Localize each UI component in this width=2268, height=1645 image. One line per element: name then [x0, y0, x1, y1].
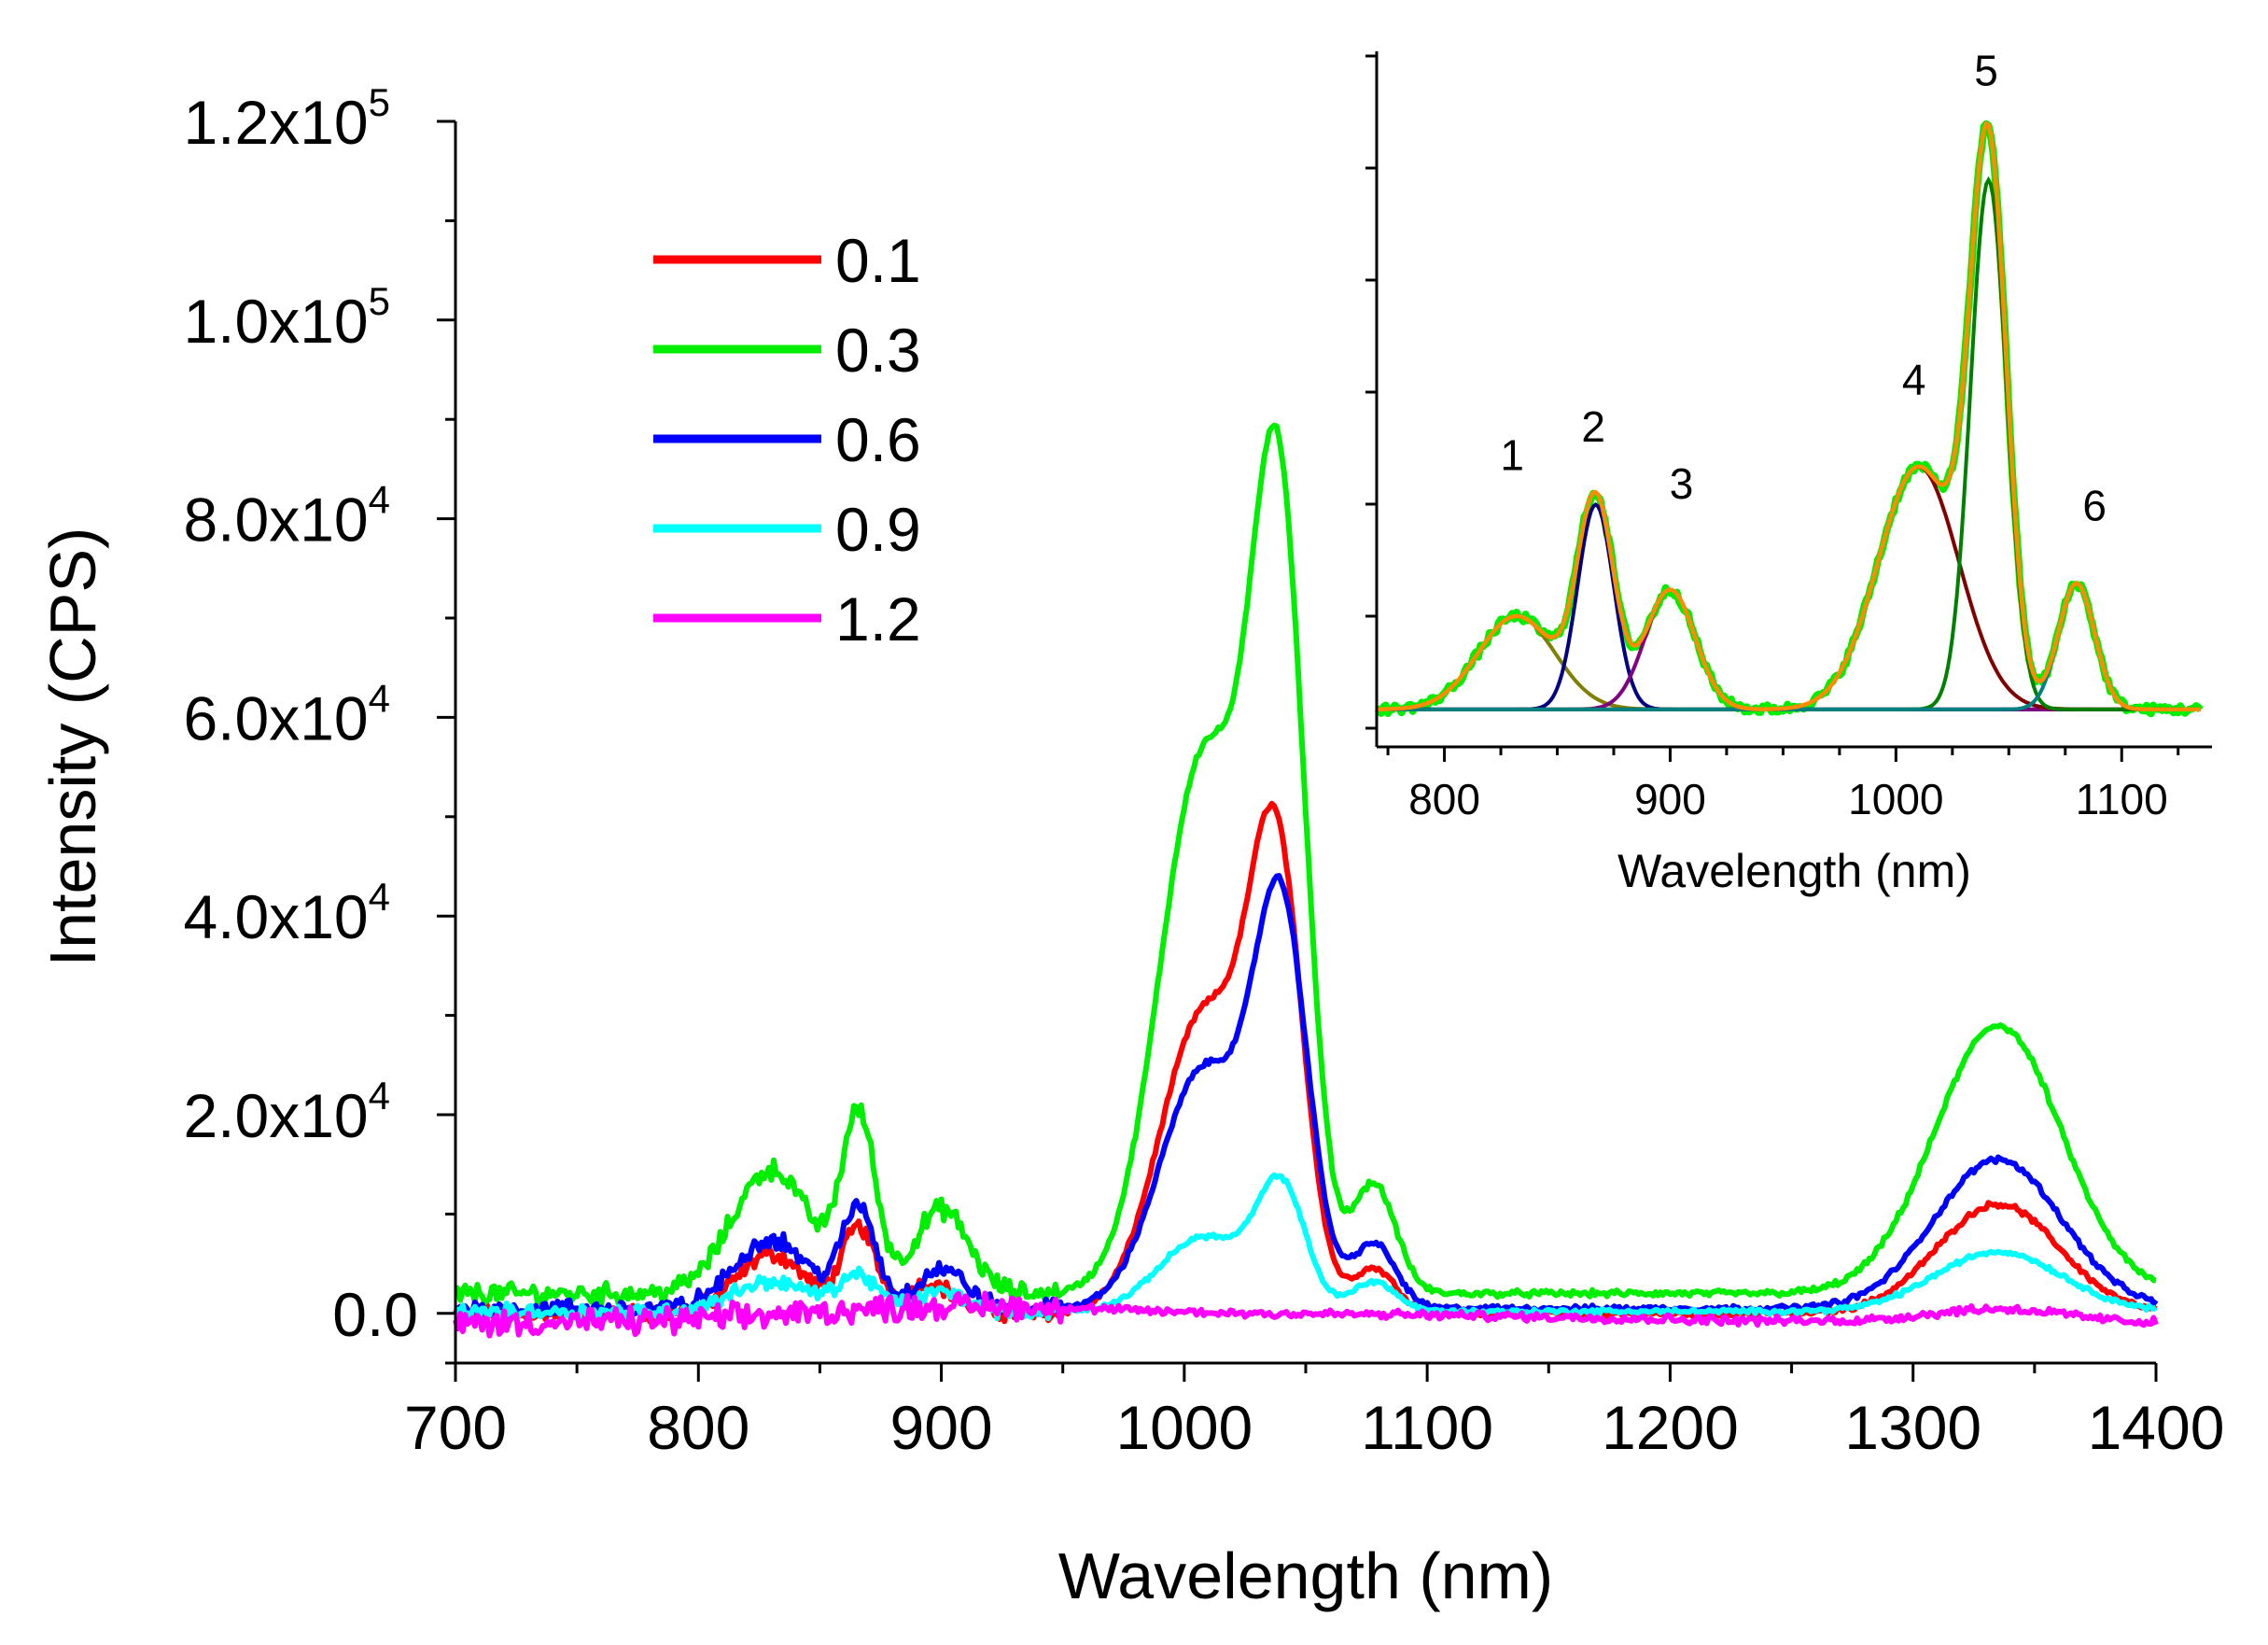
main-x-tick-label: 900 — [890, 1393, 993, 1462]
legend-label: 0.9 — [835, 495, 921, 564]
inset-x-axis: 800 900 1000 1100 — [1386, 747, 2180, 823]
main-series-line-0.9 — [453, 1172, 2158, 1323]
inset-component-peak-6 — [1377, 581, 2201, 711]
main-x-tick-label: 1200 — [1602, 1393, 1739, 1462]
main-y-tick-label: 6.0x104 — [183, 676, 390, 752]
inset-x-tick-label: 800 — [1408, 775, 1480, 823]
main-y-tick-label: 0.0 — [332, 1280, 418, 1349]
inset-peak-label-2: 2 — [1581, 402, 1605, 451]
main-y-axis: 0.0 2.0x104 4.0x104 6.0x104 8.0x104 1.0x105 1.… — [183, 80, 457, 1365]
inset-peak-label-4: 4 — [1902, 355, 1926, 403]
inset-plot-series — [1374, 120, 2204, 718]
inset-peak-label-1: 1 — [1500, 430, 1524, 479]
main-x-tick-label: 700 — [404, 1393, 507, 1462]
main-y-tick-label: 2.0x104 — [183, 1074, 390, 1150]
inset-x-tick-label: 1100 — [2076, 775, 2168, 823]
inset-peak-label-5: 5 — [1974, 47, 1998, 95]
legend-label: 0.6 — [835, 405, 921, 474]
main-series-line-0.3 — [453, 422, 2157, 1309]
legend-label: 0.1 — [835, 226, 921, 295]
inset-peak-label-3: 3 — [1670, 459, 1694, 508]
main-series-line-0.6 — [454, 873, 2159, 1321]
legend: 0.1 0.3 0.6 0.9 1.2 — [653, 226, 921, 654]
main-y-tick-label: 1.2x105 — [183, 80, 390, 157]
main-y-tick-label: 8.0x104 — [183, 478, 390, 555]
inset-x-tick-label: 900 — [1634, 775, 1706, 823]
main-plot-series — [453, 422, 2159, 1339]
main-x-axis-title: Wavelength (nm) — [1058, 1540, 1553, 1612]
inset-axes — [1365, 51, 2212, 749]
inset-component-peak-3 — [1377, 587, 2201, 711]
inset-fit-line — [1377, 120, 2201, 712]
main-x-tick-label: 1000 — [1115, 1393, 1253, 1462]
main-y-tick-label: 1.0x105 — [183, 279, 390, 356]
main-x-tick-label: 1100 — [1361, 1393, 1493, 1462]
inset-peak-labels: 1 2 3 4 5 6 — [1500, 47, 2107, 530]
inset-peak-label-6: 6 — [2082, 481, 2107, 529]
legend-label: 1.2 — [835, 584, 921, 654]
main-x-tick-label: 1300 — [1844, 1393, 1981, 1462]
main-x-tick-label: 800 — [647, 1393, 749, 1462]
main-y-axis-title: Intensity (CPS) — [36, 527, 109, 967]
main-y-tick-label: 4.0x104 — [183, 875, 390, 951]
main-x-tick-label: 1400 — [2088, 1393, 2225, 1462]
inset-x-tick-label: 1000 — [1848, 775, 1943, 823]
inset-component-peak-2 — [1377, 502, 2201, 711]
legend-label: 0.3 — [835, 316, 921, 385]
main-x-axis: 700 800 900 1000 1100 1200 1300 1400 — [404, 1361, 2225, 1462]
main-series-line-1.2 — [453, 1290, 2159, 1339]
inset-x-axis-title: Wavelength (nm) — [1617, 845, 1971, 897]
